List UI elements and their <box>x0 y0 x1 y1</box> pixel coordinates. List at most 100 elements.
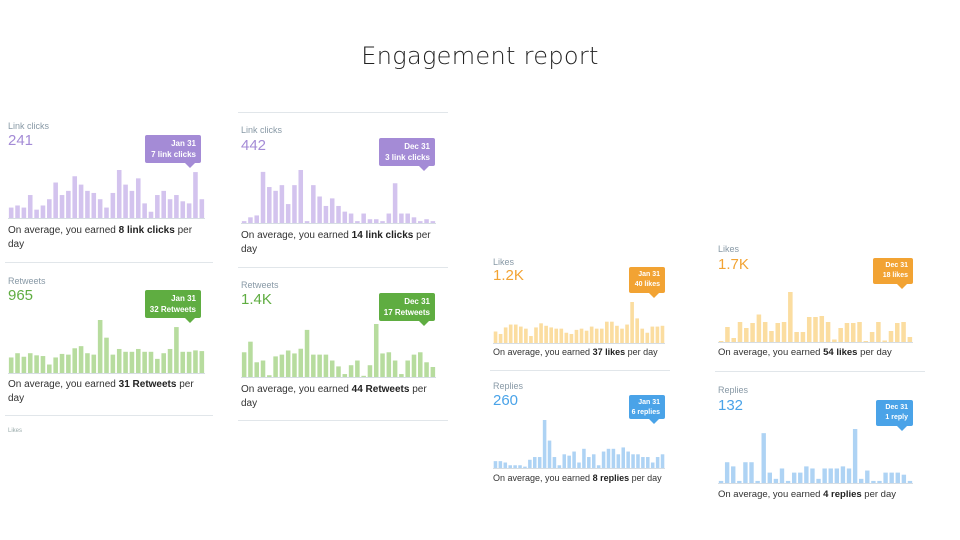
bar <box>640 328 645 343</box>
bar <box>418 352 423 377</box>
bar <box>650 462 655 468</box>
summary-text: On average, you earned 14 link clicks pe… <box>241 230 431 255</box>
bar <box>317 354 322 377</box>
page-title: Engagement report <box>361 42 599 70</box>
bar <box>430 366 436 377</box>
bar <box>791 472 797 483</box>
bar <box>591 454 596 468</box>
metric-label: Retweets <box>8 276 46 286</box>
bar <box>601 451 606 468</box>
bar-chart <box>493 418 665 469</box>
bar <box>34 209 39 218</box>
divider <box>5 415 213 416</box>
bar <box>85 190 90 218</box>
bar <box>21 356 27 373</box>
bar <box>104 337 109 373</box>
bar <box>411 217 417 223</box>
bar <box>380 221 385 223</box>
bar <box>367 365 373 377</box>
bar <box>129 351 135 373</box>
bar <box>539 323 543 343</box>
bar <box>559 328 564 343</box>
bar <box>248 341 253 377</box>
bar <box>859 478 864 483</box>
metric-total: 241 <box>8 132 34 149</box>
bar <box>380 353 385 377</box>
bar <box>744 328 749 342</box>
bar <box>323 354 329 377</box>
bar <box>869 332 875 342</box>
bar <box>844 323 850 342</box>
bar <box>123 351 128 373</box>
bar <box>865 470 870 483</box>
bar <box>779 468 785 483</box>
bar <box>386 213 392 223</box>
bar <box>794 332 799 342</box>
bar <box>110 192 116 218</box>
bar <box>883 472 888 483</box>
divider <box>715 371 925 372</box>
bar-chart-svg <box>8 320 205 374</box>
bar <box>832 339 837 342</box>
bar <box>148 211 154 218</box>
summary-text: On average, you earned 8 replies per day <box>493 473 662 483</box>
bar <box>755 480 760 483</box>
bar <box>503 462 508 468</box>
bar <box>193 172 198 218</box>
bar <box>53 357 58 373</box>
bar <box>762 322 768 342</box>
bar <box>838 328 843 342</box>
bar-chart-svg <box>493 420 665 469</box>
bar <box>59 195 65 218</box>
bar <box>40 356 46 373</box>
bar <box>606 448 611 468</box>
bar <box>518 465 522 468</box>
bar <box>769 331 774 342</box>
metric-label: Replies <box>718 385 749 395</box>
bar <box>577 462 581 468</box>
metric-total: 260 <box>493 392 519 409</box>
bar <box>737 322 743 342</box>
summary-text: On average, you earned 8 link clicks per… <box>8 225 193 250</box>
bar <box>298 170 304 223</box>
bar <box>273 356 278 377</box>
bar <box>260 171 266 223</box>
bar <box>104 207 109 218</box>
bar <box>161 353 166 373</box>
bar-chart-svg <box>718 429 913 484</box>
bar <box>508 465 512 468</box>
bar <box>631 454 635 468</box>
bar <box>718 480 724 483</box>
divider <box>5 262 213 263</box>
bar <box>819 316 825 342</box>
bar <box>542 420 547 468</box>
bar-chart <box>8 318 205 374</box>
bar <box>304 221 310 223</box>
bar <box>304 329 310 377</box>
bar <box>424 219 429 223</box>
bar <box>743 462 748 483</box>
bar <box>503 327 508 343</box>
bar <box>367 219 373 223</box>
bar <box>599 328 604 343</box>
bar <box>34 355 39 373</box>
bar <box>513 324 518 343</box>
bar <box>587 457 591 468</box>
bar <box>199 199 205 218</box>
bar <box>430 221 436 223</box>
metric-label: Replies <box>493 381 524 391</box>
bar <box>355 360 360 377</box>
bar <box>15 353 20 373</box>
bar <box>493 461 498 468</box>
bar <box>655 457 660 468</box>
bar <box>529 336 533 343</box>
bar <box>749 462 754 483</box>
bar <box>8 357 14 373</box>
bar <box>852 429 858 483</box>
summary-text: On average, you earned 37 likes per day <box>493 347 658 357</box>
bar <box>524 328 528 343</box>
bar <box>889 472 894 483</box>
bar <box>888 331 894 342</box>
bar <box>292 353 297 377</box>
bar <box>336 205 341 223</box>
